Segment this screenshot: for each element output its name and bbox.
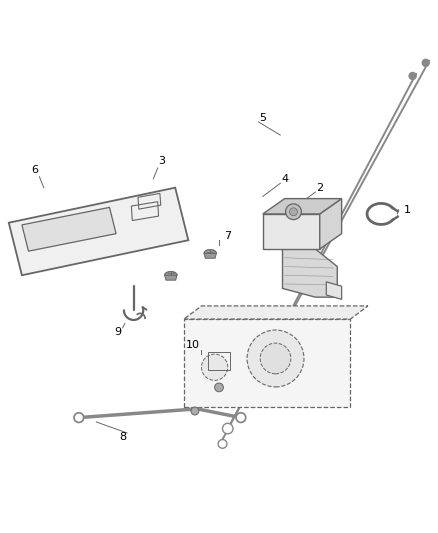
Text: 8: 8 — [119, 432, 126, 442]
Circle shape — [223, 423, 233, 434]
Text: 1: 1 — [404, 205, 411, 215]
Text: 5: 5 — [259, 112, 266, 123]
Polygon shape — [326, 282, 342, 300]
Polygon shape — [263, 214, 320, 249]
Text: 6: 6 — [32, 165, 39, 175]
Circle shape — [201, 354, 228, 381]
Polygon shape — [184, 319, 350, 407]
Polygon shape — [165, 275, 177, 280]
Circle shape — [409, 72, 416, 79]
Circle shape — [260, 343, 291, 374]
Circle shape — [422, 59, 429, 66]
Circle shape — [236, 413, 246, 423]
Polygon shape — [263, 199, 342, 214]
Polygon shape — [22, 207, 116, 251]
Circle shape — [74, 413, 84, 423]
Text: 2: 2 — [316, 183, 323, 192]
Polygon shape — [165, 272, 177, 275]
Polygon shape — [204, 249, 216, 253]
Circle shape — [215, 383, 223, 392]
Polygon shape — [320, 199, 342, 249]
Text: 3: 3 — [159, 156, 166, 166]
Polygon shape — [9, 188, 188, 275]
Polygon shape — [184, 306, 368, 319]
Circle shape — [218, 440, 227, 448]
Text: 7: 7 — [224, 231, 231, 241]
Polygon shape — [283, 249, 337, 297]
Circle shape — [247, 330, 304, 387]
Circle shape — [191, 407, 199, 415]
Circle shape — [290, 208, 297, 216]
Text: 10: 10 — [186, 341, 200, 350]
Circle shape — [286, 204, 301, 220]
Polygon shape — [204, 253, 216, 259]
Text: 9: 9 — [115, 327, 122, 337]
Text: 4: 4 — [281, 174, 288, 184]
